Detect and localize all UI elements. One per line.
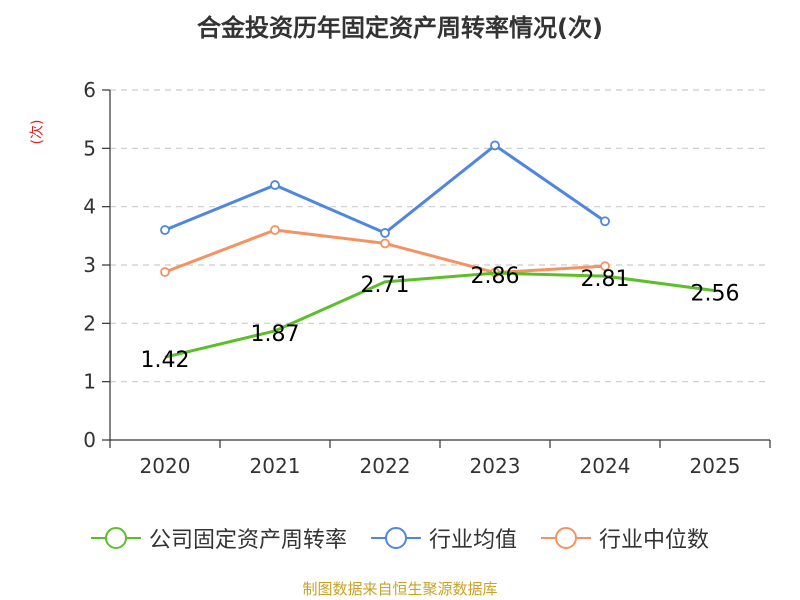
x-tick-label: 2025 bbox=[690, 454, 741, 478]
series-line bbox=[164, 271, 716, 359]
series-industry-average bbox=[160, 140, 610, 238]
data-label: 1.87 bbox=[251, 322, 300, 347]
y-tick-label: 2 bbox=[83, 311, 96, 335]
data-point bbox=[380, 238, 390, 249]
data-label: 2.71 bbox=[361, 273, 410, 298]
data-source-note: 制图数据来自恒生聚源数据库 bbox=[302, 580, 498, 598]
data-point bbox=[270, 180, 280, 190]
data-point bbox=[600, 261, 610, 272]
data-point bbox=[380, 228, 390, 238]
data-point bbox=[270, 225, 280, 235]
y-tick-label: 6 bbox=[83, 78, 96, 102]
x-tick-label: 2024 bbox=[580, 454, 631, 478]
legend-marker-industry-average bbox=[370, 527, 421, 549]
x-tick-label: 2022 bbox=[360, 454, 411, 478]
data-point bbox=[160, 225, 170, 235]
legend-item-industry-average[interactable]: 行业均值 bbox=[370, 522, 517, 554]
y-tick-label: 5 bbox=[83, 136, 96, 160]
x-tick-label: 2020 bbox=[140, 454, 191, 478]
legend-item-company[interactable]: 公司固定资产周转率 bbox=[90, 522, 347, 554]
y-tick-label: 4 bbox=[83, 195, 96, 219]
y-tick-label: 3 bbox=[83, 253, 96, 277]
data-point bbox=[600, 216, 610, 227]
y-tick-label: 0 bbox=[83, 428, 96, 452]
legend: 公司固定资产周转率 行业均值 行业中位数 bbox=[0, 518, 800, 558]
legend-marker-industry-median bbox=[541, 527, 591, 549]
data-point bbox=[160, 267, 170, 277]
data-label: 1.42 bbox=[141, 348, 190, 373]
legend-label-company: 公司固定资产周转率 bbox=[148, 528, 347, 553]
x-tick-label: 2021 bbox=[250, 454, 301, 478]
legend-marker-company bbox=[90, 527, 141, 549]
chart-title: 合金投资历年固定资产周转率情况(次) bbox=[197, 14, 603, 42]
legend-label-industry-median: 行业中位数 bbox=[599, 528, 710, 553]
legend-item-industry-median[interactable]: 行业中位数 bbox=[541, 522, 709, 554]
y-axis-unit-label: (次) bbox=[29, 119, 46, 145]
legend-label-industry-average: 行业均值 bbox=[428, 528, 517, 553]
data-label: 2.56 bbox=[691, 282, 740, 307]
data-label: 2.86 bbox=[471, 264, 520, 289]
y-tick-label: 1 bbox=[83, 370, 96, 394]
x-tick-label: 2023 bbox=[470, 454, 521, 478]
data-label: 2.81 bbox=[581, 267, 630, 292]
data-point bbox=[490, 140, 500, 151]
series-industry-median bbox=[160, 225, 610, 278]
series-company bbox=[164, 271, 716, 359]
series-line bbox=[164, 143, 606, 235]
